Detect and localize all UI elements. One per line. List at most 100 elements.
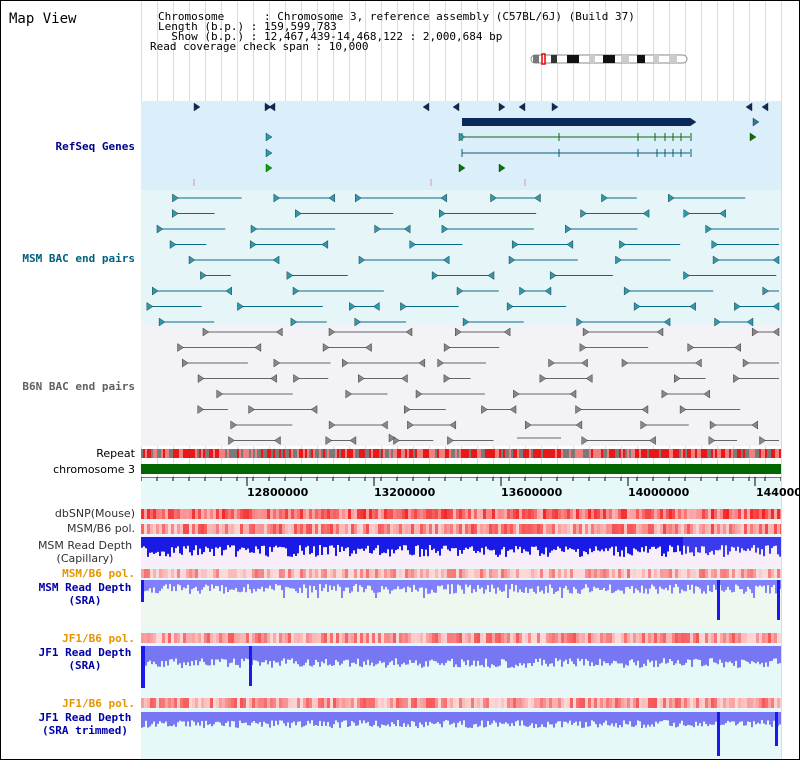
- snp-cell: [345, 569, 348, 578]
- repeat-block: [441, 449, 443, 458]
- depth-bar: [197, 580, 199, 591]
- depth-bar: [653, 712, 655, 727]
- snp-cell: [363, 569, 366, 578]
- repeat-block: [475, 449, 477, 458]
- depth-bar: [539, 580, 541, 592]
- repeat-block: [581, 449, 583, 458]
- repeat-block: [151, 449, 153, 458]
- depth-bar: [541, 712, 543, 725]
- repeat-track[interactable]: [141, 449, 781, 458]
- snp-cell: [600, 698, 603, 708]
- depth-bar: [275, 646, 277, 663]
- chromosome-bar[interactable]: [141, 464, 781, 474]
- snp-cell: [186, 633, 189, 643]
- snp-cell: [378, 633, 381, 643]
- depth-bar: [489, 712, 491, 725]
- snp-cell: [381, 633, 384, 643]
- snp-cell: [297, 509, 300, 519]
- snp-cell: [375, 569, 378, 578]
- snp-cell: [195, 633, 198, 643]
- snp-cell: [708, 569, 711, 578]
- snp-cell: [549, 509, 552, 519]
- depth-bar: [201, 646, 203, 659]
- depth-bar: [397, 537, 399, 550]
- repeat-block: [251, 449, 253, 458]
- snp-cell: [255, 569, 258, 578]
- depth-bar: [179, 537, 181, 554]
- snp-cell: [339, 698, 342, 708]
- depth-bar: [605, 646, 607, 664]
- depth-bar: [637, 537, 639, 552]
- snp-cell: [198, 569, 201, 578]
- depth-bar: [425, 580, 427, 589]
- snp-cell: [162, 524, 165, 534]
- feature-arrow: [759, 436, 766, 445]
- snp-cell: [435, 698, 438, 708]
- depth-bar: [551, 537, 553, 551]
- depth-bar: [469, 580, 471, 586]
- depth-bar: [449, 537, 451, 552]
- depth-bar: [447, 712, 449, 721]
- depth-bar: [401, 646, 403, 665]
- depth-bar: [609, 537, 611, 549]
- feature-arrow: [544, 286, 552, 296]
- repeat-block: [561, 449, 563, 458]
- depth-bar: [463, 646, 465, 662]
- depth-bar: [389, 712, 391, 727]
- snp-cell: [696, 569, 699, 578]
- chromosome-ideogram[interactable]: [529, 53, 691, 65]
- depth-bar: [393, 580, 395, 590]
- depth-bar: [575, 646, 577, 667]
- snp-cell: [591, 509, 594, 519]
- depth-bar: [695, 712, 697, 722]
- feature-arrow: [576, 317, 583, 327]
- snp-cell: [717, 509, 720, 519]
- depth-bar: [673, 537, 675, 553]
- depth-bar: [601, 580, 603, 590]
- snp-cell: [564, 633, 567, 643]
- snp-cell: [477, 698, 480, 708]
- depth-bar: [247, 646, 249, 660]
- snp-cell: [615, 569, 618, 578]
- repeat-block: [513, 449, 515, 458]
- ruler-tick-3: 13600000: [501, 486, 563, 499]
- depth-bar: [441, 537, 443, 549]
- snp-cell: [282, 524, 285, 534]
- snp-cell: [744, 569, 747, 578]
- snp-cell: [147, 633, 150, 643]
- snp-cell: [153, 698, 156, 708]
- depth-bar: [577, 712, 579, 726]
- depth-bar: [707, 537, 709, 556]
- snp-cell: [411, 698, 414, 708]
- depth-bar: [285, 646, 287, 664]
- snp-cell: [156, 698, 159, 708]
- snp-cell: [420, 509, 423, 519]
- depth-bar: [729, 712, 731, 723]
- feature-arrow: [381, 420, 388, 430]
- feature-tracks[interactable]: [1, 1, 799, 451]
- snp-cell: [480, 524, 483, 534]
- snp-cell: [369, 509, 372, 519]
- depth-bar: [627, 537, 629, 554]
- snp-cell: [765, 524, 768, 534]
- repeat-block: [609, 449, 611, 458]
- snp-cell: [771, 698, 774, 708]
- coverage-tracks[interactable]: [141, 507, 781, 759]
- repeat-block: [201, 449, 203, 458]
- depth-bar: [329, 646, 331, 665]
- snp-cell: [579, 698, 582, 708]
- repeat-block: [747, 449, 749, 458]
- depth-bar: [457, 580, 459, 585]
- snp-cell: [738, 633, 741, 643]
- depth-bar: [557, 712, 559, 722]
- feature-arrow: [405, 327, 413, 337]
- feature-arrow: [761, 102, 769, 112]
- repeat-block: [425, 449, 427, 458]
- depth-bar: [311, 580, 313, 593]
- feature-arrow: [177, 343, 184, 352]
- snp-cell: [237, 509, 240, 519]
- depth-bar: [319, 537, 321, 546]
- depth-bar: [207, 537, 209, 549]
- depth-bar: [551, 712, 553, 725]
- depth-bar: [567, 712, 569, 724]
